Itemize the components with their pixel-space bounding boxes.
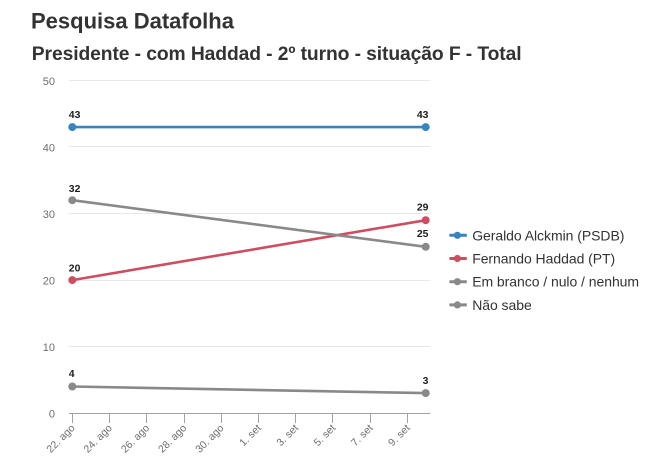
svg-text:4: 4 <box>69 369 75 380</box>
svg-text:50: 50 <box>43 76 55 88</box>
svg-text:43: 43 <box>69 110 81 121</box>
svg-text:20: 20 <box>43 276 55 288</box>
svg-text:30: 30 <box>43 209 55 221</box>
svg-text:20: 20 <box>69 263 81 274</box>
svg-text:40: 40 <box>43 143 55 155</box>
svg-text:Em branco / nulo / nenhum: Em branco / nulo / nenhum <box>472 274 639 290</box>
svg-text:25: 25 <box>417 229 429 240</box>
svg-text:Geraldo Alckmin (PSDB): Geraldo Alckmin (PSDB) <box>472 227 624 243</box>
svg-text:32: 32 <box>69 184 81 195</box>
svg-text:3: 3 <box>423 376 429 387</box>
svg-text:Fernando Haddad (PT): Fernando Haddad (PT) <box>472 251 615 267</box>
svg-text:Presidente - com Haddad - 2º t: Presidente - com Haddad - 2º turno - sit… <box>32 44 522 65</box>
svg-text:Pesquisa Datafolha: Pesquisa Datafolha <box>31 9 235 34</box>
svg-text:0: 0 <box>49 409 55 421</box>
svg-text:29: 29 <box>417 203 429 214</box>
svg-text:43: 43 <box>417 110 429 121</box>
svg-text:10: 10 <box>43 342 55 354</box>
svg-text:Não sabe: Não sabe <box>472 297 532 313</box>
